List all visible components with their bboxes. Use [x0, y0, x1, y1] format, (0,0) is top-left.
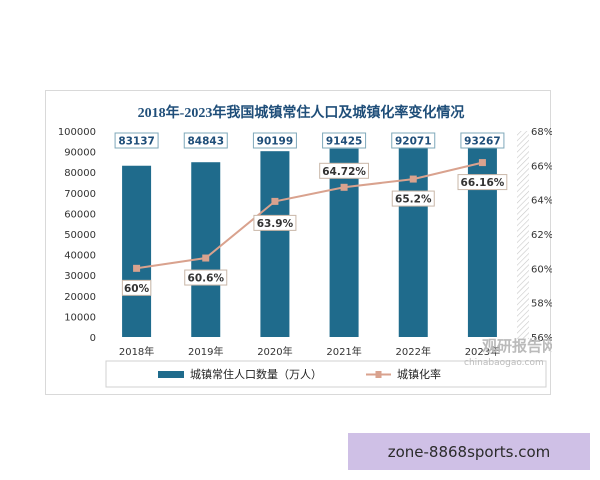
line-path — [136, 161, 483, 270]
overlay-banner-text: zone-8868sports.com — [387, 442, 551, 461]
bar — [467, 144, 497, 337]
line-value-label: 64.72% — [322, 166, 366, 178]
x-tick-label: 2020年 — [257, 345, 292, 358]
bar — [329, 148, 359, 337]
left-tick-label: 40000 — [64, 251, 96, 262]
x-tick-label: 2022年 — [396, 345, 431, 358]
line-label-box — [253, 214, 297, 231]
chart-title: 2018年-2023年我国城镇常住人口及城镇化率变化情况 — [138, 104, 465, 121]
left-axis-ticks: 0 10000 20000 30000 40000 50000 60000 70000 8000… — [58, 127, 96, 344]
legend-bar-label: 城镇常住人口数量（万人） — [190, 367, 322, 381]
left-tick-label: 10000 — [64, 312, 96, 323]
line-label-box — [184, 269, 228, 286]
bar-label-box — [252, 132, 297, 149]
legend-line-label: 城镇化率 — [397, 367, 441, 381]
left-tick-label: 70000 — [64, 189, 96, 200]
bar-label-box — [183, 132, 228, 149]
line-label-box — [121, 279, 152, 296]
line-label-box — [391, 190, 435, 207]
bar-label-box — [114, 132, 159, 149]
left-tick-label: 30000 — [64, 271, 96, 282]
line-marker — [340, 183, 348, 191]
line-label-box — [457, 174, 508, 191]
bar-label-box — [322, 132, 367, 149]
line-value-label: 60% — [124, 283, 150, 295]
left-tick-label: 20000 — [64, 292, 96, 303]
line-label-box — [319, 162, 369, 179]
bar-value-label: 83137 — [118, 136, 155, 148]
line-value-label: 60.6% — [188, 273, 225, 285]
legend-line-marker — [375, 371, 382, 378]
x-tick-label: 2021年 — [326, 345, 361, 358]
line-marker — [478, 159, 486, 167]
overlay-banner: zone-8868sports.com — [348, 433, 590, 470]
bar — [122, 165, 152, 337]
right-axis-ticks: 56% 58% 60% 62% 64% 66% 68% — [531, 127, 552, 344]
right-tick-label: 68% — [531, 127, 552, 138]
bar-value-label: 93267 — [464, 136, 501, 148]
bar-value-labels: 83137 84843 90199 91425 92071 93267 — [114, 132, 505, 149]
left-tick-label: 60000 — [64, 209, 96, 220]
right-tick-label: 62% — [531, 230, 552, 241]
line-series — [133, 159, 486, 272]
watermark-url: chinabaogao.com — [464, 358, 544, 368]
x-tick-label: 2023年 — [465, 345, 500, 358]
legend-bar-swatch — [158, 371, 184, 378]
hatch-right-strip — [517, 131, 529, 339]
watermark-brand: 观研报告网 — [482, 337, 552, 355]
line-value-label: 63.9% — [257, 218, 294, 230]
x-axis-labels: 2018年 2019年 2020年 2021年 2022年 2023年 — [119, 345, 500, 358]
bar-series — [122, 144, 497, 337]
bar-value-label: 84843 — [187, 136, 224, 148]
line-value-label: 65.2% — [395, 194, 432, 206]
left-tick-label: 50000 — [64, 230, 96, 241]
x-tick-label: 2018年 — [119, 345, 154, 358]
right-tick-label: 64% — [531, 196, 552, 207]
line-value-label: 66.16% — [461, 177, 505, 189]
left-tick-label: 90000 — [64, 148, 96, 159]
line-value-labels: 60% 60.6% 63.9% 64.72% 65.2% 66.16% — [121, 162, 508, 296]
bar-value-label: 91425 — [326, 136, 363, 148]
left-tick-label: 100000 — [58, 127, 96, 138]
right-tick-label: 66% — [531, 161, 552, 172]
line-marker — [133, 264, 141, 272]
bar-value-label: 90199 — [257, 136, 294, 148]
left-tick-label: 0 — [90, 333, 96, 344]
right-tick-label: 56% — [531, 333, 552, 344]
right-tick-label: 60% — [531, 264, 552, 275]
right-tick-label: 58% — [531, 299, 552, 310]
x-tick-label: 2019年 — [188, 345, 223, 358]
line-marker — [202, 254, 210, 262]
left-tick-label: 80000 — [64, 168, 96, 179]
chart-frame: 2018年-2023年我国城镇常住人口及城镇化率变化情况 0 10000 20000… — [45, 90, 552, 395]
chart-svg: 2018年-2023年我国城镇常住人口及城镇化率变化情况 0 10000 20000… — [58, 104, 552, 388]
bar-label-box — [460, 132, 505, 149]
line-marker — [271, 197, 279, 205]
bar-value-label: 92071 — [395, 136, 432, 148]
bar — [260, 151, 290, 337]
line-marker — [409, 175, 417, 183]
bar-label-box — [391, 132, 436, 149]
